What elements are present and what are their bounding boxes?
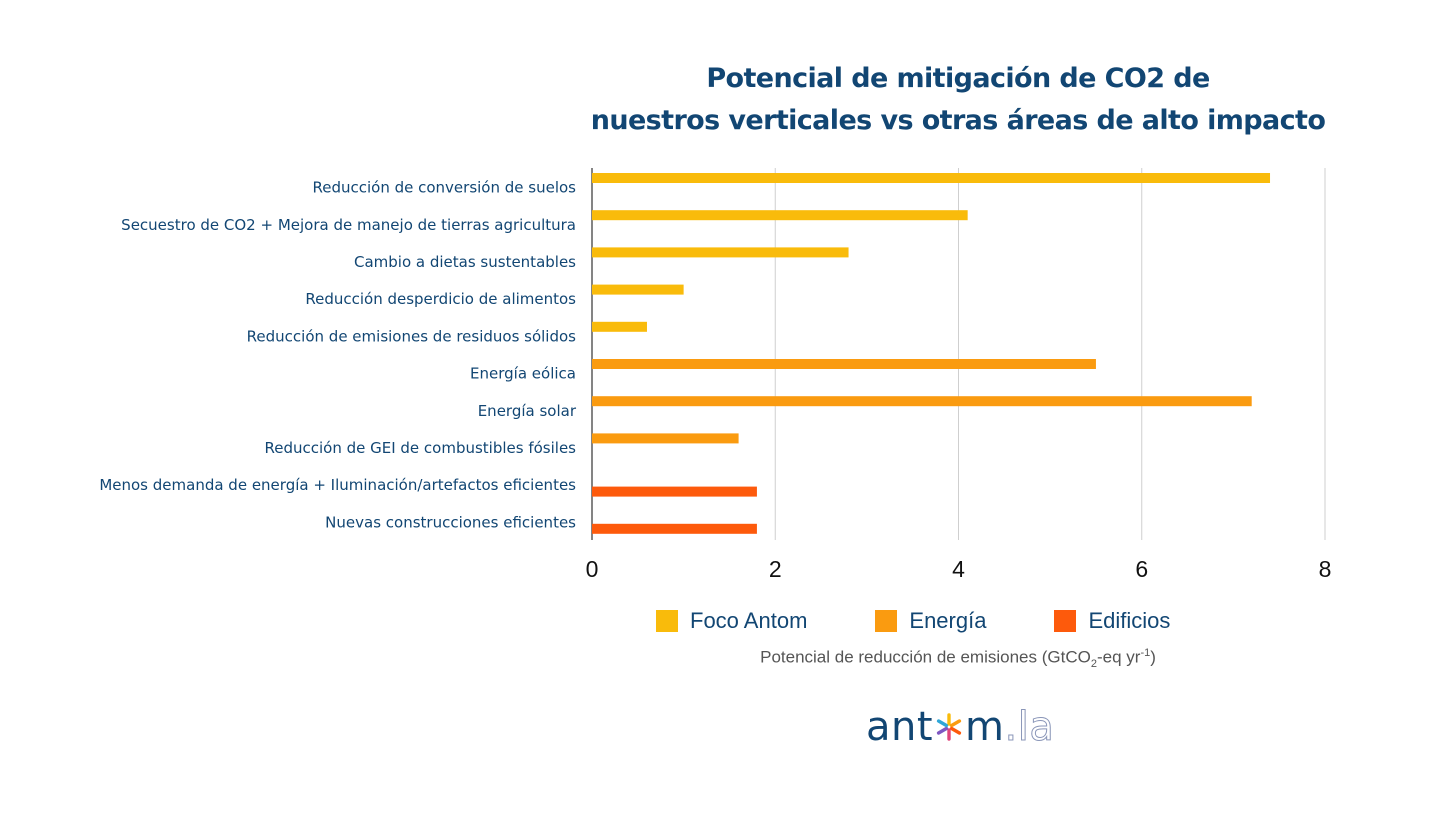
category-label-4: Reducción de emisiones de residuos sólid… xyxy=(247,327,577,345)
bar-foco-antom-0 xyxy=(592,173,1271,183)
legend-item-foco-antom: Foco Antom xyxy=(656,608,807,634)
bar-foco-antom-4 xyxy=(592,321,647,332)
bar-energ-a-7 xyxy=(592,433,739,444)
x-tick-label-4: 8 xyxy=(1319,556,1332,582)
category-label-9: Nuevas construcciones eficientes xyxy=(325,513,576,531)
legend-item-edificios: Edificios xyxy=(1054,608,1170,634)
category-label-8: Menos demanda de energía + Iluminación/a… xyxy=(99,476,576,494)
bar-foco-antom-3 xyxy=(592,284,684,295)
bar-chart: 0 2 4 6 8 Reducción de conversión de suelos Se… xyxy=(99,168,1332,582)
chart-title-line-2: nuestros verticales vs otras áreas de al… xyxy=(590,105,1326,136)
legend-label-foco-antom: Foco Antom xyxy=(690,608,808,633)
antom-logo: ant m .la xyxy=(866,700,1054,754)
bar-edificios-8 xyxy=(592,486,757,497)
x-tick-label-2: 4 xyxy=(952,556,965,582)
category-label-1: Secuestro de CO2 + Mejora de manejo de t… xyxy=(121,216,576,234)
bar-energ-a-6 xyxy=(592,396,1252,407)
legend-swatch-edificios xyxy=(1054,610,1077,632)
legend-swatch-foco-antom xyxy=(656,610,678,632)
logo-suffix: .la xyxy=(1004,704,1055,751)
logo-text-right: m xyxy=(965,704,1005,750)
chart-title: Potencial de mitigación de CO2 de nuestr… xyxy=(560,58,1356,142)
category-label-2: Cambio a dietas sustentables xyxy=(354,253,576,271)
x-tick-label-0: 0 xyxy=(586,556,599,582)
category-label-7: Reducción de GEI de combustibles fósiles xyxy=(264,439,576,457)
logo-text-left: ant xyxy=(866,704,934,750)
x-tick-label-1: 2 xyxy=(769,556,782,582)
legend-item-energia: Energía xyxy=(875,608,986,634)
chart-title-line-1: Potencial de mitigación de CO2 de xyxy=(706,63,1210,94)
chart-legend: Foco Antom Energía Edificios xyxy=(656,606,1170,636)
bar-energ-a-5 xyxy=(592,359,1096,369)
asterisk-icon xyxy=(936,713,962,741)
legend-label-energia: Energía xyxy=(909,608,987,633)
category-label-6: Energía solar xyxy=(478,402,577,420)
category-label-3: Reducción desperdicio de alimentos xyxy=(305,290,576,308)
category-label-5: Energía eólica xyxy=(470,365,576,383)
category-label-0: Reducción de conversión de suelos xyxy=(312,179,576,197)
bar-foco-antom-1 xyxy=(592,210,968,221)
x-axis-label: Potencial de reducción de emisiones (GtC… xyxy=(760,647,1156,671)
bar-foco-antom-2 xyxy=(592,247,849,258)
bar-edificios-9 xyxy=(592,523,757,534)
x-tick-label-3: 6 xyxy=(1135,556,1148,582)
legend-label-edificios: Edificios xyxy=(1088,608,1171,633)
legend-swatch-energia xyxy=(875,610,898,632)
